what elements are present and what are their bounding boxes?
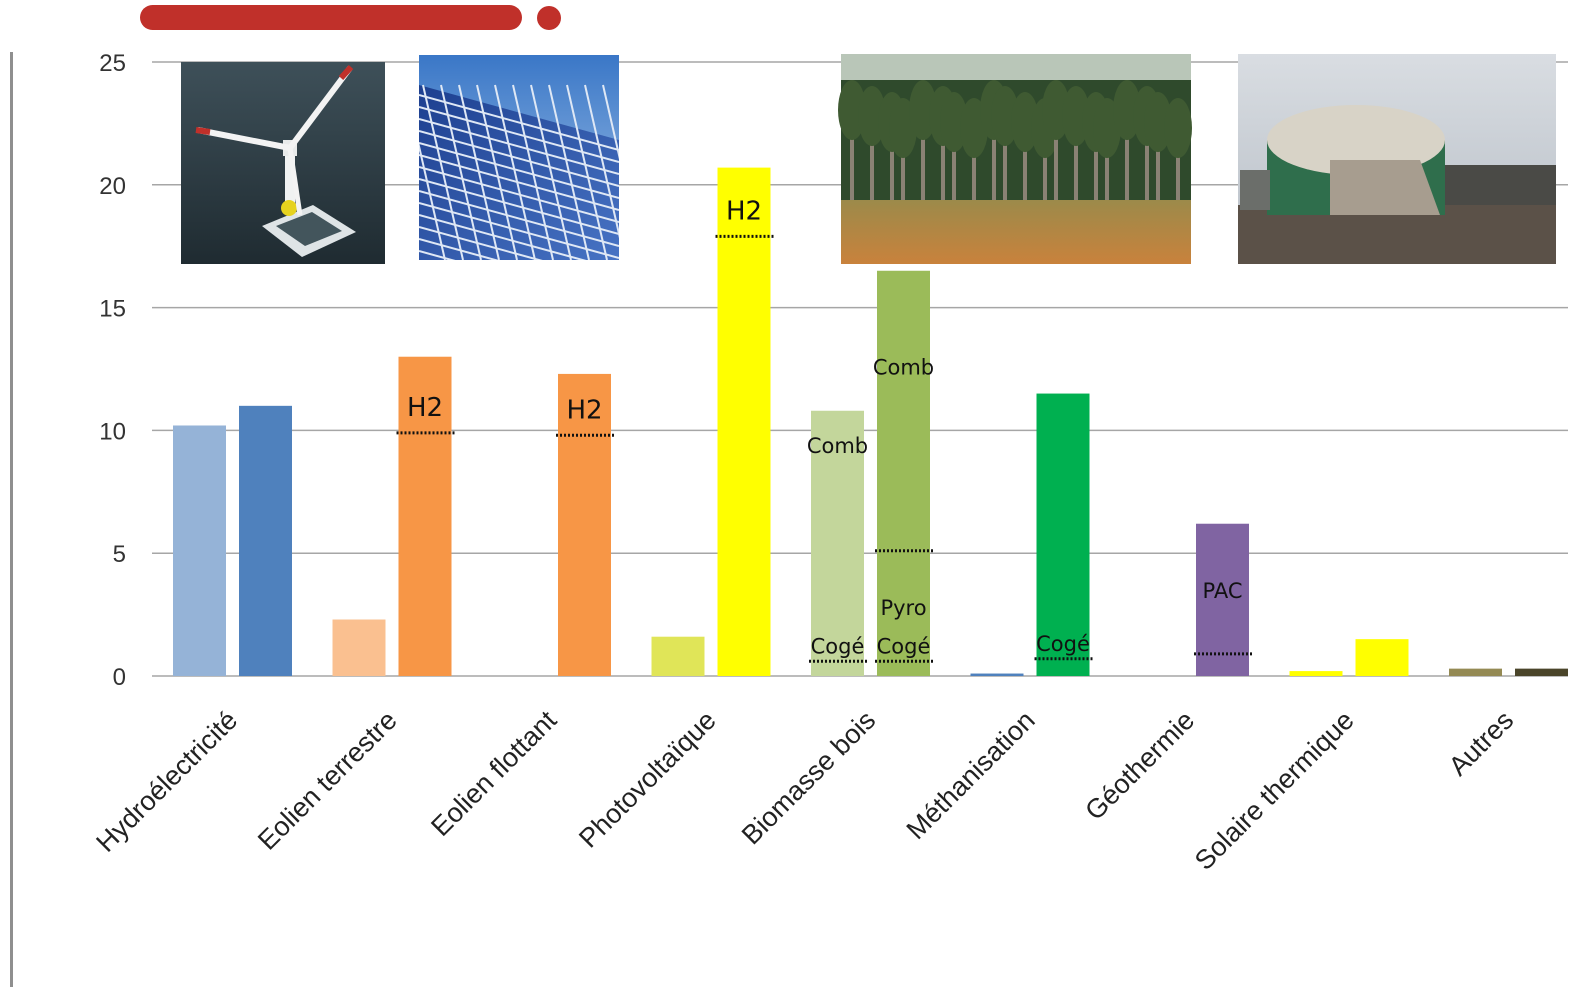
x-category-label: Autres: [1443, 705, 1519, 781]
annotation-label: H2: [566, 395, 602, 425]
y-tick-label: 15: [99, 296, 126, 323]
annotation-label: Comb: [807, 434, 868, 458]
annotation-label: PAC: [1203, 579, 1243, 603]
annotation-label: H2: [726, 196, 762, 226]
pine-forest-photo: [838, 54, 1192, 264]
x-category-label: Biomasse bois: [736, 705, 881, 850]
bar: [332, 619, 386, 676]
annotation-label: Cogé: [877, 634, 931, 658]
annotation-markers: H2 H2 H2 Comb Comb Pyro Cogé Cogé Cogé PAC: [396, 196, 1253, 663]
bar: [1196, 523, 1249, 676]
category-labels: Hydroélectricité Eolien terrestre Eolien f…: [90, 705, 1519, 876]
bar: [877, 270, 930, 676]
y-axis-ticks: 0 5 10 15 20 25: [99, 50, 126, 691]
chart-bars: [173, 167, 1568, 676]
slide-left-rule: [10, 52, 13, 987]
annotation-label: Comb: [873, 356, 934, 380]
bar: [1289, 671, 1343, 676]
bar: [811, 410, 864, 676]
bar: [239, 405, 292, 676]
x-category-label: Solaire thermique: [1189, 705, 1360, 876]
x-category-label: Eolien flottant: [425, 705, 562, 842]
annotation-label: Cogé: [1036, 632, 1090, 656]
biogas-plant-photo: [1238, 54, 1556, 264]
bar: [558, 373, 611, 676]
annotation-label: Pyro: [880, 596, 926, 620]
annotation-label: Cogé: [811, 634, 865, 658]
bar: [970, 673, 1024, 676]
bar: [1449, 668, 1502, 676]
y-tick-label: 5: [113, 541, 126, 568]
bar: [1355, 639, 1409, 676]
x-category-label: Eolien terrestre: [252, 705, 403, 856]
bar: [1515, 668, 1568, 676]
bar: [717, 167, 771, 676]
x-category-label: Photovoltaïque: [573, 705, 722, 854]
y-tick-label: 0: [113, 664, 126, 691]
y-tick-label: 10: [99, 418, 126, 445]
y-tick-label: 25: [99, 50, 126, 77]
bar: [1036, 393, 1090, 676]
x-category-label: Méthanisation: [901, 705, 1041, 845]
y-tick-label: 20: [99, 173, 126, 200]
bar: [398, 356, 452, 676]
solar-panels-photo: [419, 55, 619, 260]
bar: [173, 425, 226, 676]
floating-wind-turbine-photo: [181, 62, 385, 264]
annotation-label: H2: [407, 393, 443, 423]
x-category-label: Géothermie: [1079, 705, 1200, 826]
bar: [651, 636, 705, 676]
header-dot: [537, 6, 561, 30]
x-category-label: Hydroélectricité: [90, 705, 243, 858]
header-bar: [140, 5, 522, 30]
